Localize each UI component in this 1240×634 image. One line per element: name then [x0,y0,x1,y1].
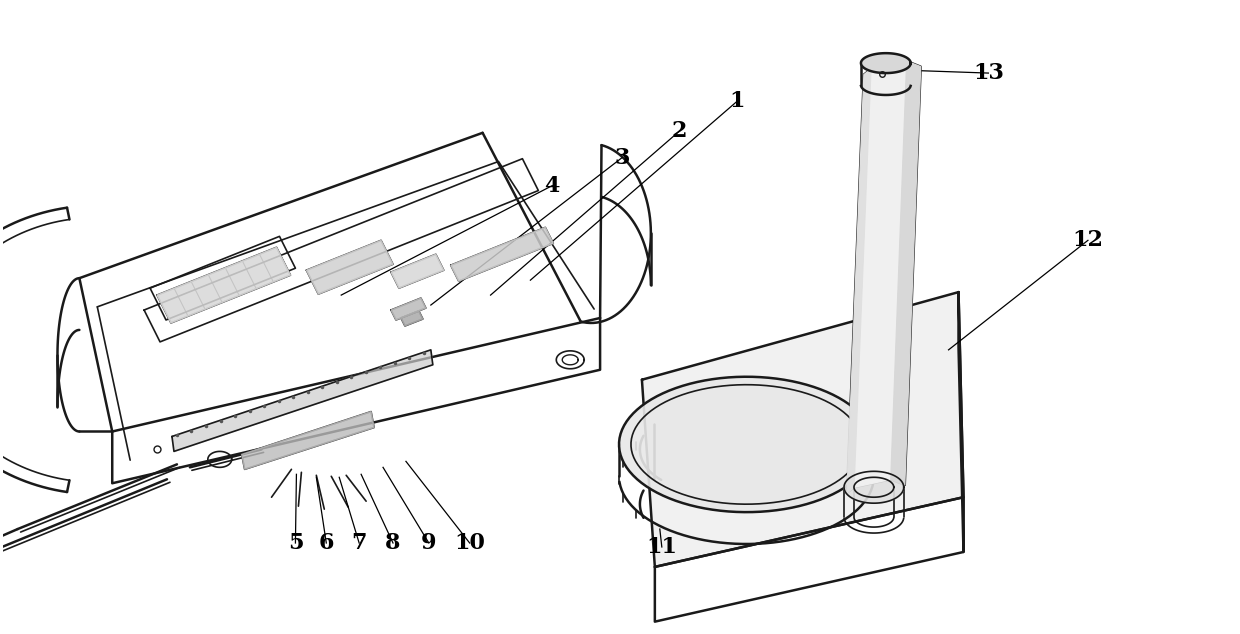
Polygon shape [306,240,393,294]
Text: 13: 13 [973,62,1004,84]
Text: 11: 11 [646,536,677,558]
Polygon shape [890,61,920,485]
Polygon shape [619,377,874,512]
Text: 2: 2 [672,120,687,142]
Polygon shape [157,247,290,323]
Text: 5: 5 [288,532,303,554]
Polygon shape [391,298,425,320]
Polygon shape [861,53,910,73]
Polygon shape [391,254,444,288]
Text: 10: 10 [454,532,485,554]
Polygon shape [844,471,904,503]
Text: 9: 9 [422,532,436,554]
Polygon shape [172,350,433,451]
Polygon shape [242,411,374,469]
Polygon shape [401,311,423,326]
Polygon shape [847,69,870,493]
Polygon shape [451,228,553,281]
Text: 8: 8 [386,532,401,554]
Text: 1: 1 [729,90,745,112]
Text: 7: 7 [351,532,367,554]
Polygon shape [854,61,906,488]
Text: 12: 12 [1073,230,1104,251]
Polygon shape [642,292,963,567]
Text: 3: 3 [614,146,630,169]
Text: 6: 6 [319,532,334,554]
Text: 4: 4 [544,174,560,197]
